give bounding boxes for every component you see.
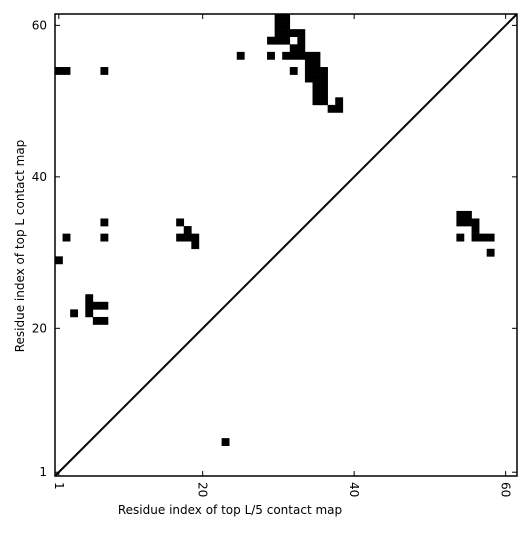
- contact-cell: [70, 309, 79, 318]
- contact-cell: [100, 316, 109, 325]
- contact-cell: [289, 67, 298, 75]
- contact-cell: [312, 67, 321, 75]
- contact-cell: [312, 74, 321, 83]
- contact-cell: [312, 51, 321, 60]
- contact-cell: [236, 51, 245, 60]
- contact-cell: [297, 36, 306, 45]
- contact-cell: [471, 233, 480, 242]
- contact-cell: [191, 233, 200, 242]
- contact-cell: [304, 74, 313, 83]
- contact-cell: [304, 59, 313, 68]
- contact-cell: [471, 226, 480, 234]
- contact-cell: [479, 233, 487, 242]
- contact-cell: [55, 256, 63, 265]
- diagonal-line: [54, 13, 518, 477]
- contact-cell: [282, 36, 291, 45]
- y-axis-label: Residue index of top L contact map: [13, 140, 27, 353]
- contact-cell: [456, 218, 465, 227]
- contact-cell: [320, 74, 328, 83]
- contact-cell: [289, 44, 298, 53]
- contact-cell: [183, 233, 192, 242]
- contact-cell: [221, 438, 230, 446]
- y-tick-label: 40: [32, 170, 47, 184]
- contact-cell: [463, 210, 472, 219]
- contact-cell: [486, 233, 495, 242]
- contact-cell: [297, 44, 306, 53]
- x-tick-label: 20: [196, 482, 210, 497]
- contact-cell: [282, 14, 291, 22]
- contact-cell: [100, 67, 109, 75]
- contact-cell: [456, 233, 465, 242]
- contact-cell: [55, 67, 63, 75]
- contact-cell: [100, 218, 109, 227]
- x-axis-ticks: 1 20 40 60: [52, 14, 513, 497]
- contact-cell: [282, 51, 291, 60]
- contact-cell: [471, 218, 480, 227]
- contact-cell: [267, 51, 275, 60]
- contact-cell: [320, 82, 328, 91]
- contact-cell: [320, 67, 328, 75]
- y-tick-label: 60: [32, 18, 47, 32]
- contact-cell: [176, 218, 185, 227]
- contact-cell: [312, 89, 321, 98]
- contact-cell: [85, 301, 94, 310]
- y-axis-ticks: 1 20 40 60: [32, 18, 517, 479]
- contact-cell: [274, 14, 283, 22]
- y-tick-label: 20: [32, 321, 47, 335]
- contact-cell: [274, 29, 283, 38]
- contact-cell: [100, 233, 109, 242]
- x-tick-label: 1: [52, 482, 66, 490]
- contact-cell: [463, 218, 472, 227]
- contact-cell: [335, 97, 344, 106]
- contact-cell: [274, 21, 283, 30]
- contact-cell: [100, 301, 109, 310]
- contact-cell: [92, 301, 101, 310]
- contact-cell: [85, 309, 94, 318]
- contact-cell: [92, 316, 101, 325]
- contact-cell: [320, 97, 328, 106]
- contact-cell: [456, 210, 465, 219]
- contact-cell: [320, 89, 328, 98]
- contact-cell: [312, 59, 321, 68]
- contact-cell: [297, 51, 306, 60]
- contact-cell: [62, 67, 71, 75]
- x-tick-label: 60: [499, 482, 513, 497]
- contact-cell: [335, 104, 344, 113]
- contact-cell: [304, 51, 313, 60]
- contact-cell: [176, 233, 185, 242]
- contact-cell: [267, 36, 275, 45]
- x-tick-label: 40: [347, 482, 361, 497]
- contact-cell: [191, 241, 200, 250]
- contact-cell: [312, 97, 321, 106]
- contact-cell: [183, 226, 192, 234]
- contact-cell: [282, 21, 291, 30]
- contact-cell: [304, 67, 313, 75]
- contact-cell: [62, 233, 71, 242]
- contact-cells: [55, 14, 495, 446]
- contact-cell: [312, 82, 321, 91]
- x-axis-label: Residue index of top L/5 contact map: [118, 503, 342, 517]
- contact-cell: [85, 294, 94, 303]
- contact-cell: [327, 104, 336, 113]
- contact-cell: [297, 29, 306, 38]
- contact-cell: [282, 29, 291, 38]
- contact-cell: [274, 36, 283, 45]
- y-tick-label: 1: [39, 465, 47, 479]
- plot-frame: [54, 13, 518, 477]
- contact-cell: [486, 248, 495, 257]
- contact-cell: [289, 29, 298, 38]
- contact-cell: [289, 51, 298, 60]
